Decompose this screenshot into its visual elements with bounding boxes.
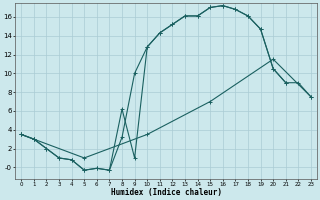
X-axis label: Humidex (Indice chaleur): Humidex (Indice chaleur)	[111, 188, 221, 197]
